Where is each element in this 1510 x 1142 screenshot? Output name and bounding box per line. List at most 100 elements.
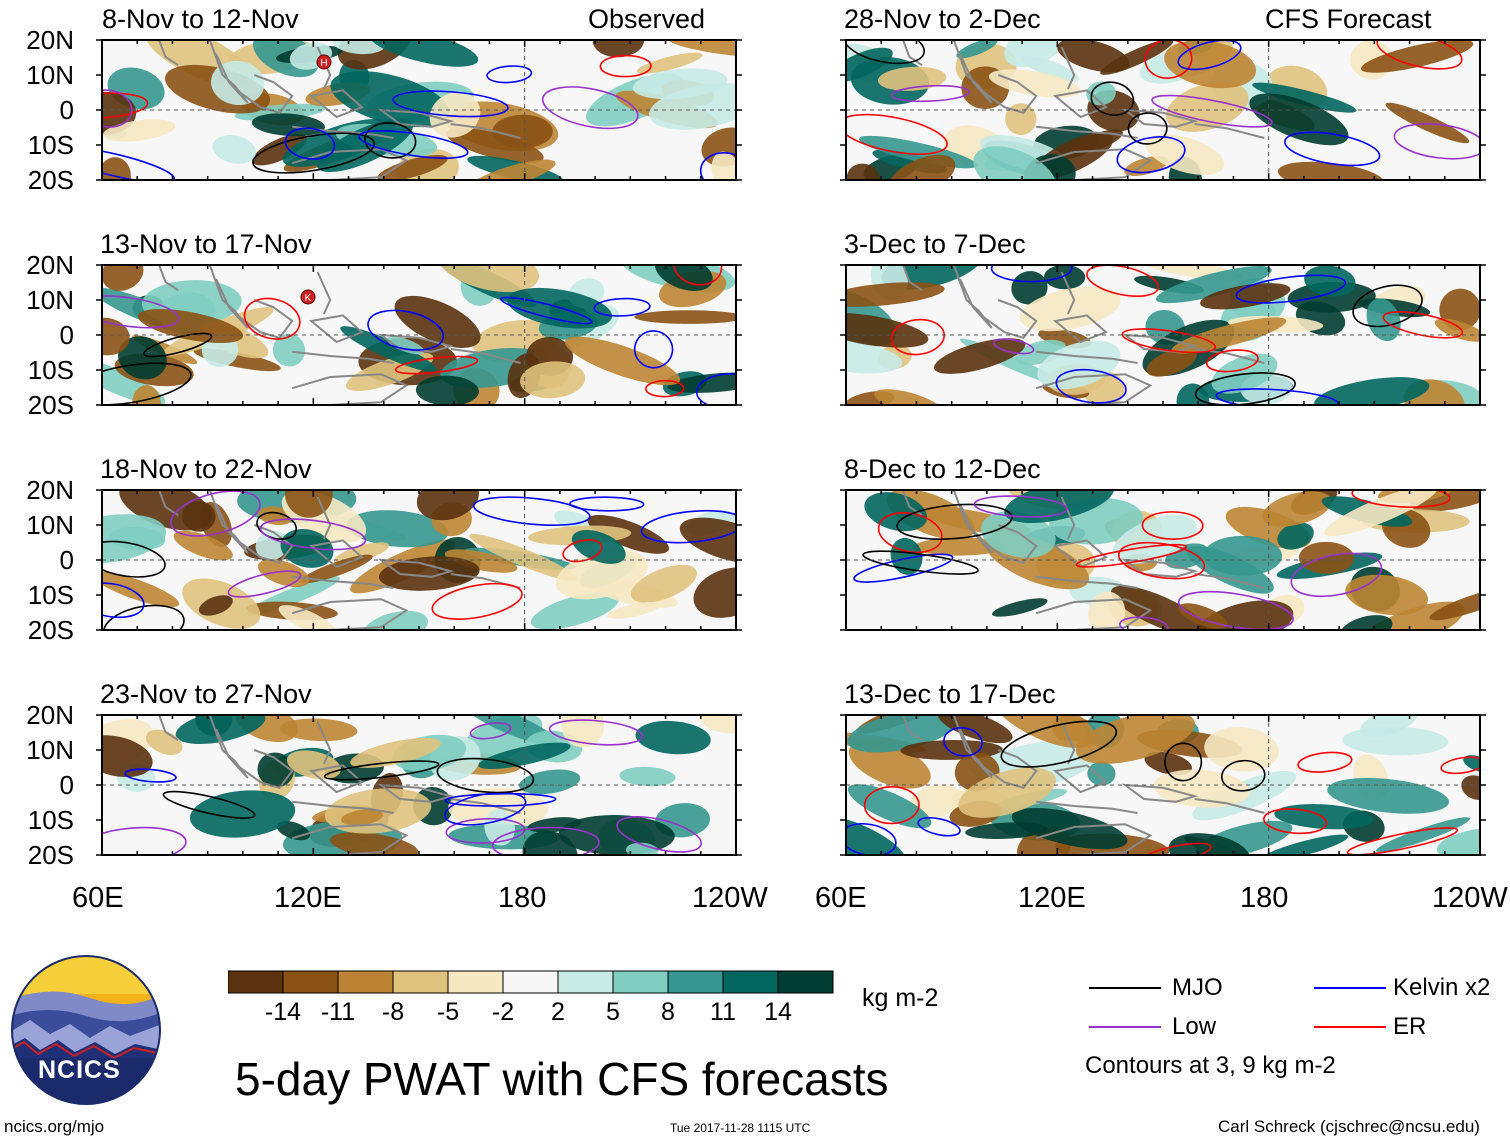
pwat-anomaly-blob [1088, 591, 1126, 630]
contour-loop [645, 379, 685, 398]
pwat-anomaly-blob [1385, 102, 1470, 144]
map-panels: HK [96, 39, 1486, 856]
pwat-anomaly-blob [634, 310, 736, 324]
colorbar-swatch [228, 970, 284, 994]
map-panel-right-2 [840, 264, 1486, 406]
map-panel-right-4 [840, 714, 1486, 856]
pwat-anomaly-blob [1327, 777, 1449, 814]
pwat-anomaly-blob [1021, 55, 1080, 82]
coastline [1035, 598, 1153, 630]
coastline [158, 490, 179, 517]
storm-marker-label: H [320, 58, 327, 69]
pwat-anomaly-blob [300, 554, 373, 584]
pwat-anomaly-blob [848, 740, 931, 789]
contour-loop [431, 582, 523, 620]
pwat-anomaly-blob [564, 336, 681, 386]
pwat-anomaly-blob [1171, 317, 1287, 354]
coastline [978, 524, 1038, 564]
contour-loop [1055, 368, 1127, 404]
panel-title-l3: 18-Nov to 22-Nov [100, 454, 312, 484]
contour-loop [227, 570, 302, 598]
pwat-anomaly-blob [636, 52, 703, 74]
coastline [450, 348, 521, 364]
pwat-anomaly-blob [468, 159, 556, 180]
figure-title: 5-day PWAT with CFS forecasts [235, 1053, 889, 1105]
map-panel-left-4 [96, 714, 742, 856]
colorbar-swatch [502, 970, 559, 994]
colorbar-units: kg m-2 [862, 984, 939, 1012]
pwat-anomaly-blob [988, 69, 1081, 98]
panel-title-r4: 13-Dec to 17-Dec [844, 679, 1056, 709]
pwat-anomaly-blob [341, 809, 384, 826]
contour-loop [1141, 511, 1204, 540]
contour-loop [599, 54, 652, 78]
y-tick-label: 0 [59, 545, 74, 575]
contour-loop [1440, 756, 1480, 775]
map-panel-right-3 [840, 489, 1486, 631]
pwat-anomaly-blob [1057, 40, 1130, 73]
pwat-anomaly-blob [1004, 490, 1115, 524]
coastline [377, 108, 455, 128]
y-tick-label: 10S [27, 355, 74, 385]
coastline [291, 373, 409, 405]
pwat-anomaly-blob [1005, 103, 1037, 136]
contour-loop [102, 89, 133, 128]
contour-loop [943, 727, 983, 757]
x-tick-left-60E: 60E [72, 882, 124, 914]
colorbar-swatch [447, 970, 504, 994]
pwat-anomaly-blob [1187, 546, 1274, 594]
pwat-anomaly-blob [1258, 834, 1349, 855]
pwat-anomaly-blob [635, 720, 711, 755]
contour-loop [1297, 751, 1353, 773]
coastline [234, 74, 294, 114]
contour-loop [569, 496, 645, 512]
y-tick-label: 20S [27, 615, 74, 645]
coastline [1121, 783, 1199, 803]
y-tick-label: 10S [27, 805, 74, 835]
colorbar-label: 11 [710, 998, 736, 1026]
coastline [902, 40, 923, 67]
contour-loop [170, 490, 261, 537]
coastline [1036, 575, 1138, 589]
pwat-anomaly-blob [316, 118, 414, 173]
pwat-anomaly-blob [1011, 271, 1048, 305]
pwat-anomaly-blob [1144, 751, 1193, 776]
footer-timestamp: Tue 2017-11-28 1115 UTC [670, 1121, 811, 1135]
y-tick-label: 0 [59, 770, 74, 800]
pwat-anomaly-blob [679, 517, 736, 564]
contour-loop [259, 518, 367, 551]
contour-loop [862, 550, 979, 575]
contour-loop [990, 265, 1073, 283]
contour-loop [1151, 94, 1273, 128]
contour-loop [1376, 40, 1463, 70]
contour-loop [593, 297, 651, 317]
colorbar-swatch [392, 970, 449, 994]
y-tick-label: 20N [26, 475, 74, 505]
pwat-anomaly-blob [1204, 727, 1279, 772]
contour-loop [1119, 616, 1169, 630]
contour-loop [323, 760, 440, 781]
footer-site: ncics.org/mjo [4, 1117, 105, 1136]
pwat-anomaly-blob [933, 338, 1026, 374]
coastline [902, 265, 923, 292]
pwat-anomaly-blob [632, 68, 728, 100]
pwat-anomaly-blob [173, 530, 233, 561]
y-tick-label: 20N [26, 700, 74, 730]
contour-loop [102, 362, 192, 405]
colorbar-label: -5 [436, 998, 460, 1026]
pwat-anomaly-blob [846, 312, 929, 348]
y-tick-label: 10N [26, 510, 74, 540]
pwat-anomaly-blob [102, 317, 130, 356]
pwat-anomaly-blob [251, 113, 325, 137]
coastline [158, 265, 179, 292]
coastline [234, 299, 294, 339]
x-tick-left-120W: 120W [692, 882, 768, 914]
coastline [1036, 350, 1138, 364]
y-tick-label: 0 [59, 320, 74, 350]
colorbar-label: -2 [491, 998, 515, 1026]
pwat-anomaly-blob [1463, 755, 1480, 773]
y-tick-label: 20N [26, 25, 74, 55]
pwat-anomaly-blob [571, 529, 626, 564]
pwat-anomaly-blob [444, 549, 518, 573]
contour-loop [1215, 388, 1339, 405]
